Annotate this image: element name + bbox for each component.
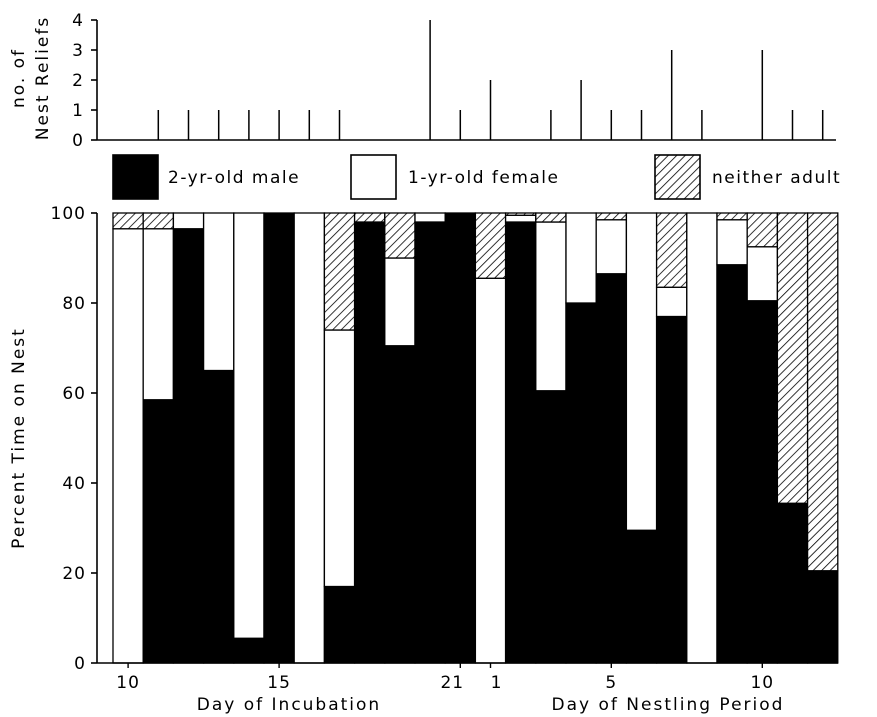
attendance-y-tick-label: 20 (62, 564, 86, 584)
attendance-x-tick-label: 1 (491, 673, 503, 693)
bar-male-segment (353, 221, 386, 664)
attendance-y-tick-label: 0 (74, 654, 86, 674)
bar-male-segment (655, 315, 688, 664)
attendance-x-tick-label: 15 (267, 673, 291, 693)
bar-female-segment (474, 277, 507, 664)
bar-neither-segment (746, 212, 779, 248)
attendance-x-tick-label: 10 (116, 673, 140, 693)
bar-female-segment (172, 212, 205, 230)
bar-male-segment (202, 369, 235, 664)
xlabel-incubation: Day of Incubation (197, 695, 381, 715)
bar-female-segment (504, 214, 537, 223)
legend-label-male: 2-yr-old male (168, 168, 300, 188)
bar-male-segment (625, 529, 658, 664)
bar-male-segment (806, 570, 839, 664)
legend-swatch-female (350, 154, 397, 200)
bar-neither-segment (384, 212, 416, 259)
bar-female-segment (655, 286, 688, 318)
relief-ylabel-line1: no. of (9, 48, 29, 108)
bar-female-segment (625, 212, 658, 531)
bar-female-segment (112, 228, 144, 664)
bar-male-segment (716, 264, 748, 664)
bar-female-segment (686, 212, 718, 664)
legend-swatch-neither (654, 154, 701, 200)
bar-neither-segment (535, 212, 567, 223)
bar-neither-segment (142, 212, 175, 230)
bar-male-segment (504, 221, 537, 664)
bar-female-segment (595, 219, 628, 275)
relief-y-tick-label: 3 (72, 41, 84, 61)
legend-label-neither: neither adult (712, 168, 841, 188)
legend-label-female: 1-yr-old female (408, 168, 560, 188)
attendance-ylabel: Percent Time on Nest (9, 327, 29, 549)
relief-chart: no. of Nest Reliefs 0 1 2 3 4 (9, 11, 836, 151)
relief-y-tick-label: 4 (72, 11, 84, 31)
bar-male-segment (172, 228, 205, 664)
bar-male-segment (535, 390, 567, 664)
bar-female-segment (716, 219, 748, 266)
attendance-y-ticks: 0 20 40 60 80 100 (51, 204, 97, 674)
bar-female-segment (293, 212, 326, 664)
bar-neither-segment (806, 212, 839, 572)
bar-male-segment (384, 345, 416, 664)
bar-male-segment (595, 273, 628, 664)
attendance-y-tick-label: 40 (62, 474, 86, 494)
bar-neither-segment (776, 212, 809, 504)
attendance-x-tick-label: 5 (605, 673, 617, 693)
bar-male-segment (323, 585, 356, 664)
attendance-x-tick-label: 10 (750, 673, 774, 693)
stacked-bars (112, 212, 839, 664)
bar-neither-segment (353, 212, 386, 223)
legend: 2-yr-old male 1-yr-old female neither ad… (112, 154, 841, 200)
bar-neither-segment (112, 212, 144, 230)
bar-female-segment (202, 212, 235, 372)
bar-male-segment (746, 300, 779, 664)
attendance-y-tick-label: 80 (62, 294, 86, 314)
bar-male-segment (565, 302, 597, 664)
bar-neither-segment (716, 212, 748, 221)
relief-ylabel-line2: Nest Reliefs (33, 16, 53, 140)
relief-y-tick-label: 1 (72, 101, 84, 121)
bar-neither-segment (323, 212, 356, 331)
attendance-y-tick-label: 60 (62, 384, 86, 404)
bar-male-segment (142, 399, 175, 664)
relief-y-ticks: 0 1 2 3 4 (72, 11, 97, 151)
bar-male-segment (263, 212, 295, 664)
bar-male-segment (776, 502, 809, 664)
bar-female-segment (384, 257, 416, 347)
bar-female-segment (535, 221, 567, 392)
bar-female-segment (233, 212, 265, 639)
relief-y-tick-label: 2 (72, 71, 84, 91)
xlabel-nestling: Day of Nestling Period (552, 695, 785, 715)
bar-female-segment (414, 212, 446, 223)
bar-male-segment (414, 221, 446, 664)
attendance-x-tick-label: 21 (440, 673, 464, 693)
bar-neither-segment (474, 212, 507, 279)
bar-female-segment (142, 228, 175, 401)
bar-neither-segment (504, 212, 537, 216)
bar-neither-segment (655, 212, 688, 288)
bar-male-segment (444, 212, 477, 664)
bar-female-segment (746, 246, 779, 302)
legend-swatch-male (112, 154, 159, 200)
bar-neither-segment (595, 212, 628, 221)
attendance-y-tick-label: 100 (51, 204, 86, 224)
relief-y-tick-label: 0 (72, 131, 84, 151)
attendance-x-ticks: 10 15 21 1 5 10 (116, 663, 774, 693)
relief-spikes (157, 20, 824, 140)
bar-female-segment (565, 212, 597, 304)
bar-male-segment (233, 637, 265, 664)
bar-female-segment (323, 329, 356, 588)
